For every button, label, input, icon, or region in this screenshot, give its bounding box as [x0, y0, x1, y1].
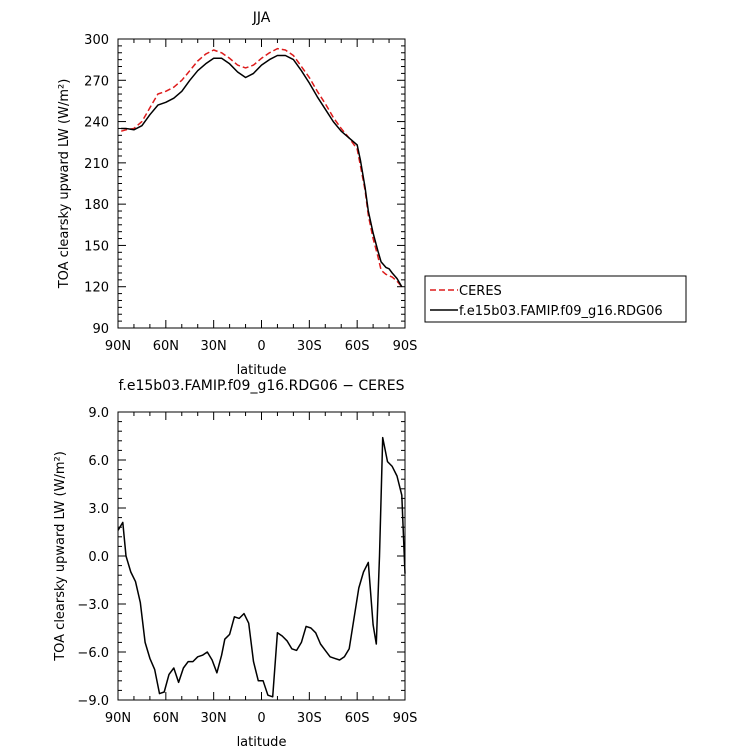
x-axis-label: latitude: [237, 735, 287, 750]
legend-label-0: CERES: [459, 284, 502, 299]
y-tick-label: 240: [84, 116, 109, 131]
plot-frame: [117, 38, 406, 329]
series-line-1: [121, 54, 403, 288]
x-tick-label: 60N: [153, 711, 179, 726]
y-tick-label: −6.0: [77, 646, 109, 661]
y-axis-label: TOA clearsky upward LW (W/m²): [53, 451, 68, 662]
y-tick-label: 9.0: [88, 406, 109, 421]
y-tick-label: 210: [84, 157, 109, 172]
x-axis-label: latitude: [237, 363, 287, 378]
x-tick-label: 60N: [153, 339, 179, 354]
y-tick-label: 3.0: [88, 502, 109, 517]
x-tick-label: 90S: [393, 711, 418, 726]
x-tick-label: 30S: [297, 711, 322, 726]
y-tick-label: 6.0: [88, 454, 109, 469]
x-tick-label: 60S: [345, 711, 370, 726]
legend-label-1: f.e15b03.FAMIP.f09_g16.RDG06: [459, 304, 663, 319]
series-line-0: [117, 436, 406, 698]
y-tick-label: 0.0: [88, 550, 109, 565]
chart-title: f.e15b03.FAMIP.f09_g16.RDG06 − CERES: [119, 378, 405, 394]
y-tick-label: 300: [84, 33, 109, 48]
x-tick-label: 0: [257, 339, 265, 354]
x-tick-label: 90N: [105, 339, 131, 354]
x-tick-label: 30S: [297, 339, 322, 354]
x-tick-label: 0: [257, 711, 265, 726]
y-axis-label: TOA clearsky upward LW (W/m²): [57, 79, 72, 290]
series-line-0: [120, 47, 403, 288]
y-tick-label: −3.0: [77, 598, 109, 613]
plot-frame: [117, 411, 406, 701]
x-tick-label: 90N: [105, 711, 131, 726]
chart-title: JJA: [252, 10, 271, 26]
legend: CERES f.e15b03.FAMIP.f09_g16.RDG06: [424, 275, 687, 323]
top-panel-jja: JJA 90N 60N 30N 0 30S 60S 90S 90 120 150 180 210 240 2…: [57, 10, 687, 378]
x-tick-label: 30N: [201, 339, 227, 354]
y-tick-label: −9.0: [77, 694, 109, 709]
x-tick-label: 90S: [393, 339, 418, 354]
x-tick-label: 30N: [201, 711, 227, 726]
y-tick-label: 180: [84, 198, 109, 213]
y-tick-label: 150: [84, 239, 109, 254]
y-tick-label: 120: [84, 281, 109, 296]
x-tick-label: 60S: [345, 339, 370, 354]
y-tick-label: 270: [84, 74, 109, 89]
bottom-panel-difference: f.e15b03.FAMIP.f09_g16.RDG06 − CERES 90N 6…: [53, 378, 417, 750]
y-tick-label: 90: [92, 322, 109, 337]
legend-box: [424, 275, 687, 323]
